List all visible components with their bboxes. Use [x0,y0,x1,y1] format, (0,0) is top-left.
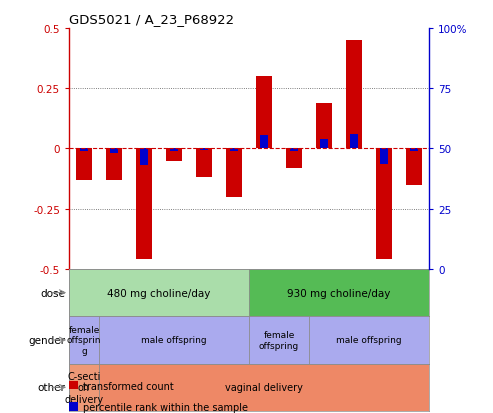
Bar [320,140,328,149]
Bar [170,149,177,152]
Text: male offspring: male offspring [141,336,207,344]
Bar [260,136,268,149]
Bar [309,316,429,364]
Text: transformed count: transformed count [83,381,174,391]
Bar [406,149,422,185]
Bar [196,149,212,178]
Bar [136,149,152,260]
Bar [200,149,208,150]
Text: female
offsprin
g: female offsprin g [67,325,101,355]
Bar [380,149,387,165]
Bar [110,149,118,154]
Bar [99,316,249,364]
Bar [376,149,392,260]
Text: female
offspring: female offspring [259,330,299,350]
Bar [166,149,182,161]
Bar [106,149,122,180]
Bar [249,316,309,364]
Bar [230,149,238,152]
Bar [69,269,249,316]
Bar [249,269,429,316]
Text: vaginal delivery: vaginal delivery [225,382,303,392]
Text: percentile rank within the sample: percentile rank within the sample [83,402,248,413]
Text: 480 mg choline/day: 480 mg choline/day [107,288,211,298]
Bar [290,149,298,152]
Bar [256,77,272,149]
Text: C-secti
on
delivery: C-secti on delivery [65,371,104,404]
Text: GDS5021 / A_23_P68922: GDS5021 / A_23_P68922 [69,13,234,26]
Bar [286,149,302,169]
Text: male offspring: male offspring [336,336,402,344]
Bar [316,103,332,149]
Bar [226,149,242,197]
Text: 930 mg choline/day: 930 mg choline/day [287,288,390,298]
Bar [80,149,88,152]
Bar [69,364,99,411]
Bar [141,149,148,166]
Text: gender: gender [29,335,66,345]
Text: other: other [37,382,66,392]
Bar [410,149,418,152]
Text: dose: dose [40,288,66,298]
Bar [346,41,362,149]
Bar [76,149,92,180]
Bar [350,135,357,149]
Bar [69,316,99,364]
